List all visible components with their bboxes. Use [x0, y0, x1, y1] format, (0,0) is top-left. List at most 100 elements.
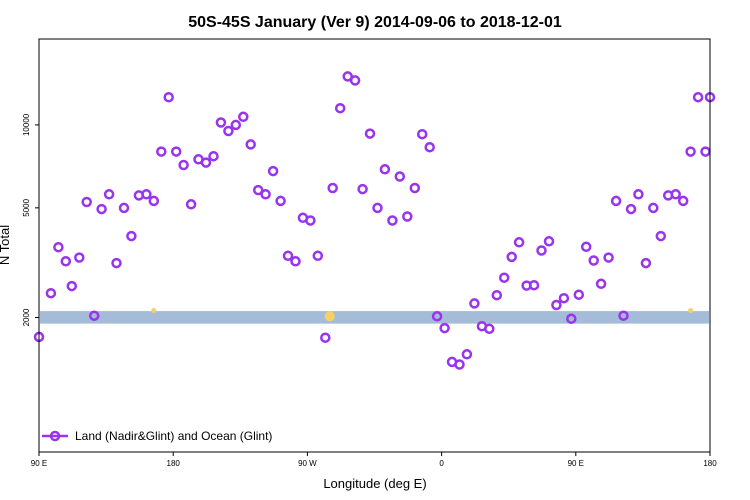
- data-point: [387, 215, 398, 226]
- data-point: [88, 310, 100, 321]
- data-point: [528, 279, 540, 291]
- data-point: [677, 195, 689, 207]
- data-point: [402, 211, 413, 222]
- data-point: [618, 310, 629, 321]
- legend-marker: [49, 430, 61, 442]
- data-point: [484, 323, 495, 335]
- data-point: [163, 91, 174, 103]
- data-point: [103, 189, 115, 200]
- data-point: [536, 245, 547, 256]
- data-point: [200, 157, 212, 168]
- data-point: [566, 313, 577, 324]
- plot-frame: [38, 38, 711, 453]
- data-point: [692, 91, 704, 103]
- data-point: [469, 298, 480, 309]
- data-point: [558, 292, 570, 304]
- data-point: [223, 125, 234, 137]
- data-point: [625, 203, 637, 215]
- data-point: [252, 184, 264, 196]
- data-point: [215, 117, 227, 128]
- data-point: [454, 359, 465, 370]
- data-point: [327, 182, 338, 194]
- data-point: [320, 332, 331, 343]
- data-point: [610, 195, 622, 207]
- data-point: [185, 199, 197, 210]
- ocean-glint-band: [40, 311, 709, 324]
- x-tick-label: 180: [167, 459, 181, 468]
- data-point: [148, 195, 160, 207]
- data-point: [156, 146, 167, 157]
- data-point: [357, 183, 368, 195]
- data-point: [461, 349, 473, 360]
- data-point: [573, 289, 585, 300]
- data-point: [170, 146, 182, 157]
- y-axis-label: N Total: [0, 225, 12, 265]
- data-point: [245, 139, 256, 150]
- data-point: [409, 182, 421, 194]
- data-point: [282, 250, 294, 262]
- data-point: [595, 278, 607, 290]
- data-point: [685, 146, 696, 157]
- glint-markers: [151, 308, 694, 322]
- data-point: [506, 251, 517, 263]
- data-point: [551, 299, 562, 311]
- chart-title: 50S-45S January (Ver 9) 2014-09-06 to 20…: [188, 14, 562, 31]
- y-tick-label: 10000: [22, 113, 31, 136]
- data-point: [45, 287, 57, 299]
- data-point: [230, 119, 242, 131]
- data-point: [416, 128, 428, 140]
- data-point: [670, 189, 681, 200]
- legend: Land (Nadir&Glint) and Ocean (Glint): [42, 429, 272, 443]
- x-axis-ticks: 90 E 180 90 W 0 90 E 180: [31, 452, 717, 468]
- data-point: [633, 189, 644, 200]
- x-axis-label: Longitude (deg E): [323, 476, 426, 491]
- y-tick-label: 5000: [22, 198, 31, 216]
- data-point: [372, 202, 383, 214]
- data-point: [208, 150, 219, 162]
- x-tick-label: 90 E: [568, 459, 584, 468]
- data-point: [290, 256, 301, 267]
- data-point: [424, 141, 435, 153]
- y-axis-ticks: 2000 5000 10000: [22, 113, 39, 326]
- data-point: [648, 202, 659, 214]
- data-point: [439, 322, 450, 334]
- data-point: [305, 215, 316, 226]
- x-tick-label: 90 E: [31, 459, 47, 468]
- data-point: [81, 196, 92, 208]
- data-point: [126, 230, 137, 242]
- data-point: [96, 203, 107, 215]
- data-point: [394, 171, 406, 182]
- data-point: [349, 75, 361, 86]
- data-point: [603, 252, 614, 263]
- data-point: [267, 165, 279, 177]
- data-point: [580, 241, 592, 253]
- data-point: [640, 257, 652, 269]
- y-tick-label: 2000: [22, 308, 31, 326]
- data-point: [74, 252, 85, 263]
- data-point: [364, 128, 376, 139]
- data-point: [118, 202, 130, 214]
- data-point: [53, 241, 64, 253]
- glint-mark: [688, 308, 694, 314]
- data-point: [312, 250, 324, 262]
- band-rect: [40, 311, 709, 324]
- x-tick-label: 0: [439, 459, 444, 468]
- data-point: [543, 236, 555, 247]
- data-point: [111, 257, 122, 269]
- glint-mark: [324, 311, 335, 322]
- data-point: [498, 272, 510, 283]
- data-point: [655, 230, 667, 242]
- data-point: [60, 256, 72, 267]
- data-points: [33, 71, 716, 370]
- glint-mark: [151, 308, 157, 314]
- data-point: [66, 280, 78, 292]
- data-point: [334, 102, 346, 114]
- x-tick-label: 180: [703, 459, 717, 468]
- data-point: [700, 146, 711, 157]
- data-point: [513, 237, 525, 248]
- data-point: [141, 189, 152, 200]
- data-point: [275, 195, 286, 207]
- data-point: [491, 289, 503, 301]
- data-point: [431, 311, 443, 322]
